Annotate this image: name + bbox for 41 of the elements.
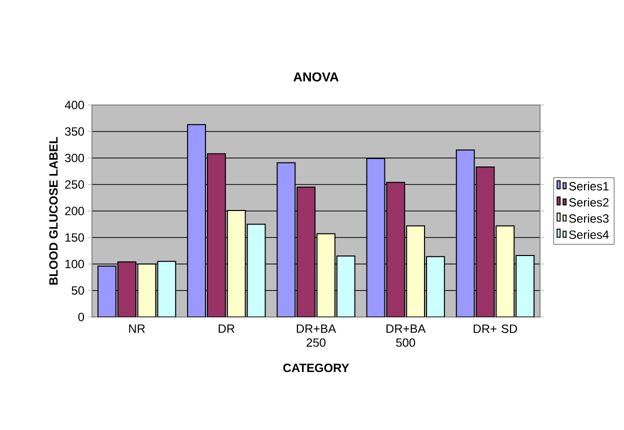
bar — [188, 124, 206, 317]
y-tick-label: 150 — [65, 233, 84, 242]
bar — [516, 255, 535, 317]
bar — [317, 234, 335, 317]
y-tick-label: 0 — [78, 312, 84, 322]
legend-label: Series4 — [569, 230, 609, 239]
legend-label: Series1 — [569, 182, 609, 190]
bar — [118, 262, 136, 317]
x-tick-label: DR — [218, 324, 234, 333]
legend-label: Series2 — [569, 198, 609, 207]
x-tick-label: DR+ SD — [474, 324, 518, 333]
x-axis-title: CATEGORY — [283, 364, 350, 372]
bar — [98, 266, 116, 317]
bar — [426, 256, 444, 317]
x-tick-label: NR — [129, 324, 145, 333]
y-tick-label: 250 — [65, 180, 84, 189]
bar — [138, 264, 156, 317]
bar — [386, 182, 405, 317]
bar — [476, 166, 495, 317]
bar — [227, 210, 246, 317]
y-axis-title: BLOOD GLUCOSE LABEL — [49, 136, 58, 285]
bar — [158, 261, 176, 317]
chart-title: ANOVA — [293, 72, 339, 82]
legend-label: Series3 — [569, 214, 609, 223]
bar — [336, 256, 355, 317]
y-tick-label: 200 — [65, 206, 84, 216]
bar — [366, 158, 385, 317]
bar — [297, 187, 316, 317]
bar — [496, 225, 515, 317]
y-tick-label: 300 — [64, 154, 84, 162]
y-tick-label: 400 — [64, 100, 84, 110]
x-tick-label: DR+BA 250 — [296, 324, 336, 347]
x-tick-label: DR+BA 500 — [386, 324, 426, 347]
bar — [207, 154, 226, 317]
y-tick-label: 50 — [72, 286, 84, 295]
bar — [406, 226, 425, 317]
bar — [456, 150, 475, 317]
y-tick-label: 100 — [65, 260, 84, 268]
bar — [277, 162, 296, 317]
y-tick-label: 350 — [64, 127, 84, 136]
bar — [247, 224, 266, 317]
